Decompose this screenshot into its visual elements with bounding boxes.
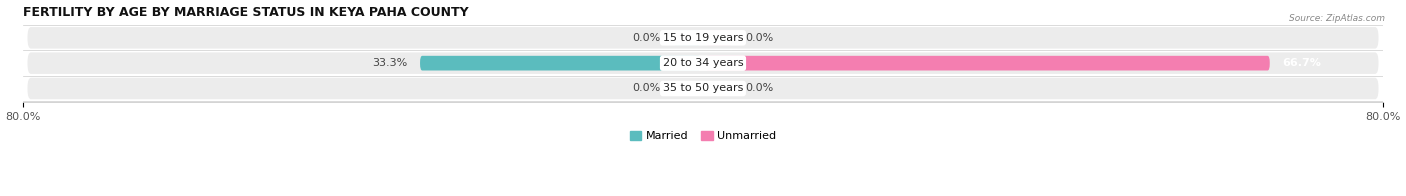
FancyBboxPatch shape: [28, 78, 1378, 99]
Text: 0.0%: 0.0%: [745, 83, 773, 93]
Text: 0.0%: 0.0%: [633, 83, 661, 93]
Text: 0.0%: 0.0%: [633, 33, 661, 43]
Text: 33.3%: 33.3%: [373, 58, 408, 68]
FancyBboxPatch shape: [673, 30, 700, 45]
Legend: Married, Unmarried: Married, Unmarried: [626, 127, 780, 146]
Text: FERTILITY BY AGE BY MARRIAGE STATUS IN KEYA PAHA COUNTY: FERTILITY BY AGE BY MARRIAGE STATUS IN K…: [24, 5, 468, 19]
Text: 66.7%: 66.7%: [1282, 58, 1322, 68]
FancyBboxPatch shape: [706, 81, 733, 96]
Text: 35 to 50 years: 35 to 50 years: [662, 83, 744, 93]
FancyBboxPatch shape: [706, 56, 1270, 71]
FancyBboxPatch shape: [28, 27, 1378, 49]
Text: 0.0%: 0.0%: [745, 33, 773, 43]
FancyBboxPatch shape: [420, 56, 700, 71]
FancyBboxPatch shape: [673, 81, 700, 96]
Text: 20 to 34 years: 20 to 34 years: [662, 58, 744, 68]
FancyBboxPatch shape: [28, 52, 1378, 74]
Text: 15 to 19 years: 15 to 19 years: [662, 33, 744, 43]
Text: Source: ZipAtlas.com: Source: ZipAtlas.com: [1289, 14, 1385, 23]
FancyBboxPatch shape: [706, 30, 733, 45]
